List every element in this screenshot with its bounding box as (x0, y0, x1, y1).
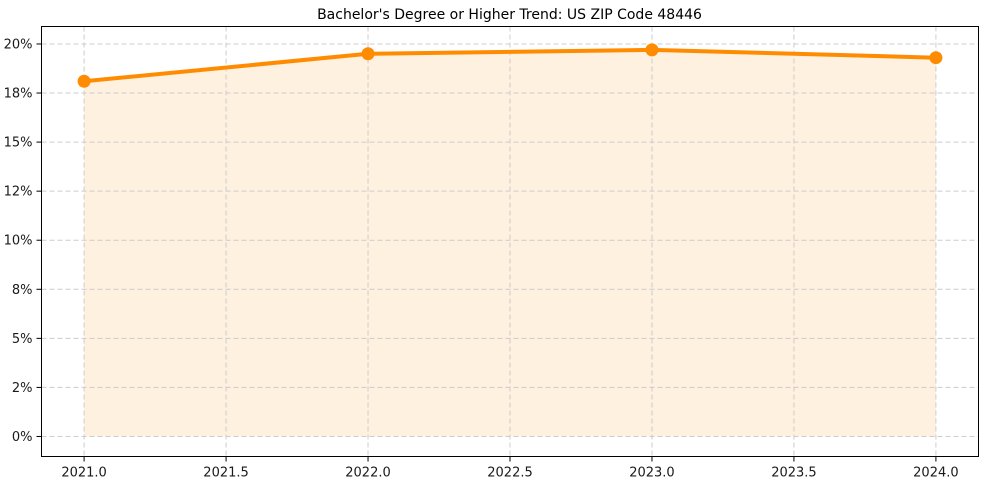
data-point-2023 (645, 43, 659, 57)
y-tick-label: 15% (4, 136, 33, 151)
y-tick-label: 20% (4, 37, 33, 52)
y-tick-label: 10% (4, 234, 33, 249)
x-tick-label: 2023.5 (771, 466, 817, 481)
y-tick-label: 2% (12, 381, 33, 396)
x-tick-label: 2024.0 (913, 466, 959, 481)
x-tick-label: 2022.0 (345, 466, 391, 481)
y-tick-label: 5% (12, 332, 33, 347)
data-point-2022 (361, 47, 375, 61)
data-point-2021 (77, 74, 91, 88)
y-tick-label: 0% (12, 430, 33, 445)
trend-line (82, 47, 938, 84)
y-tick-label: 8% (12, 283, 33, 298)
chart-title: Bachelor's Degree or Higher Trend: US ZI… (317, 7, 702, 23)
x-tick-label: 2022.5 (487, 466, 533, 481)
y-tick-label: 18% (4, 87, 33, 102)
data-point-2024 (929, 51, 943, 65)
x-tick-label: 2021.5 (203, 466, 249, 481)
x-tick-label: 2023.0 (629, 466, 675, 481)
x-tick-label: 2021.0 (61, 466, 107, 481)
y-tick-label: 12% (4, 185, 33, 200)
